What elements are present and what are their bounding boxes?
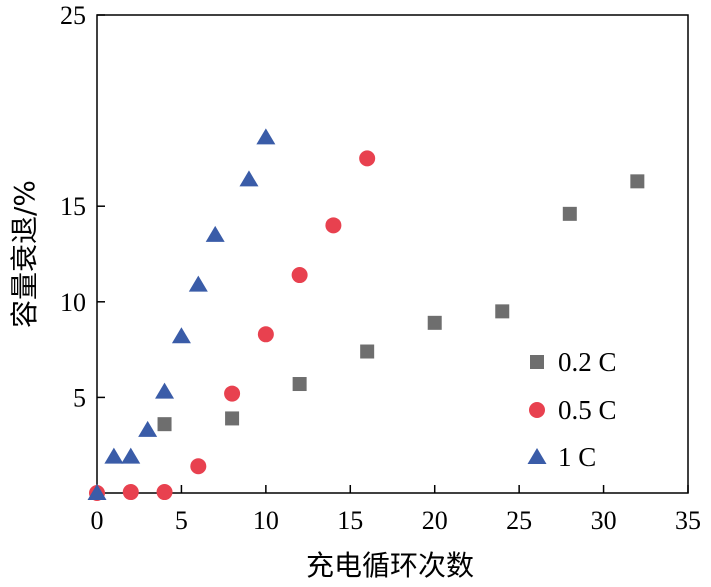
- data-point-triangle: [155, 382, 175, 399]
- legend-marker-triangle: [527, 448, 547, 464]
- y-tick-label: 10: [60, 288, 86, 317]
- data-point-circle: [325, 217, 342, 234]
- data-point-triangle: [138, 420, 158, 437]
- data-point-triangle: [121, 447, 141, 464]
- y-axis-tick-labels: 5 10 15 25: [60, 1, 86, 412]
- x-tick-label: 20: [422, 506, 448, 535]
- data-point-triangle: [188, 275, 208, 292]
- x-axis-tick-labels: 0 5 10 15 20 25 30 35: [91, 506, 702, 535]
- data-point-square: [427, 315, 442, 330]
- x-tick-label: 35: [675, 506, 701, 535]
- data-point-circle: [359, 150, 376, 167]
- data-point-circle: [291, 267, 308, 284]
- y-tick-label: 5: [73, 383, 86, 412]
- data-point-square: [225, 411, 240, 426]
- data-point-circle: [224, 385, 241, 402]
- x-tick-label: 15: [337, 506, 363, 535]
- data-point-circle: [257, 326, 274, 343]
- x-tick-label: 0: [91, 506, 104, 535]
- legend-label: 0.5 C: [558, 395, 617, 425]
- legend-marker-circle: [529, 402, 545, 418]
- legend-marker-square: [530, 355, 544, 369]
- data-point-square: [562, 206, 577, 221]
- legend: 0.2 C 0.5 C 1 C: [527, 347, 617, 472]
- x-tick-label: 10: [253, 506, 279, 535]
- data-point-square: [292, 377, 307, 392]
- x-tick-label: 30: [591, 506, 617, 535]
- data-point-triangle: [87, 484, 107, 500]
- data-point-triangle: [256, 128, 276, 145]
- data-point-triangle: [239, 170, 259, 187]
- data-point-circle: [122, 484, 139, 501]
- y-tick-label: 25: [60, 1, 86, 30]
- data-point-square: [360, 344, 375, 359]
- y-axis-title: 容量衰退/%: [8, 180, 41, 328]
- data-point-triangle: [205, 225, 225, 242]
- data-points: [87, 128, 645, 501]
- data-point-square: [495, 304, 510, 319]
- y-tick-label: 15: [60, 192, 86, 221]
- x-axis-title: 充电循环次数: [306, 549, 474, 582]
- legend-label: 0.2 C: [558, 347, 617, 377]
- data-point-triangle: [171, 327, 191, 344]
- plot-frame: [96, 14, 689, 494]
- data-point-circle: [190, 458, 207, 475]
- x-tick-label: 5: [175, 506, 188, 535]
- data-point-square: [157, 417, 172, 432]
- data-point-square: [630, 174, 645, 189]
- data-point-triangle: [104, 447, 124, 464]
- legend-label: 1 C: [558, 442, 596, 472]
- data-point-circle: [156, 484, 173, 501]
- x-tick-label: 25: [506, 506, 532, 535]
